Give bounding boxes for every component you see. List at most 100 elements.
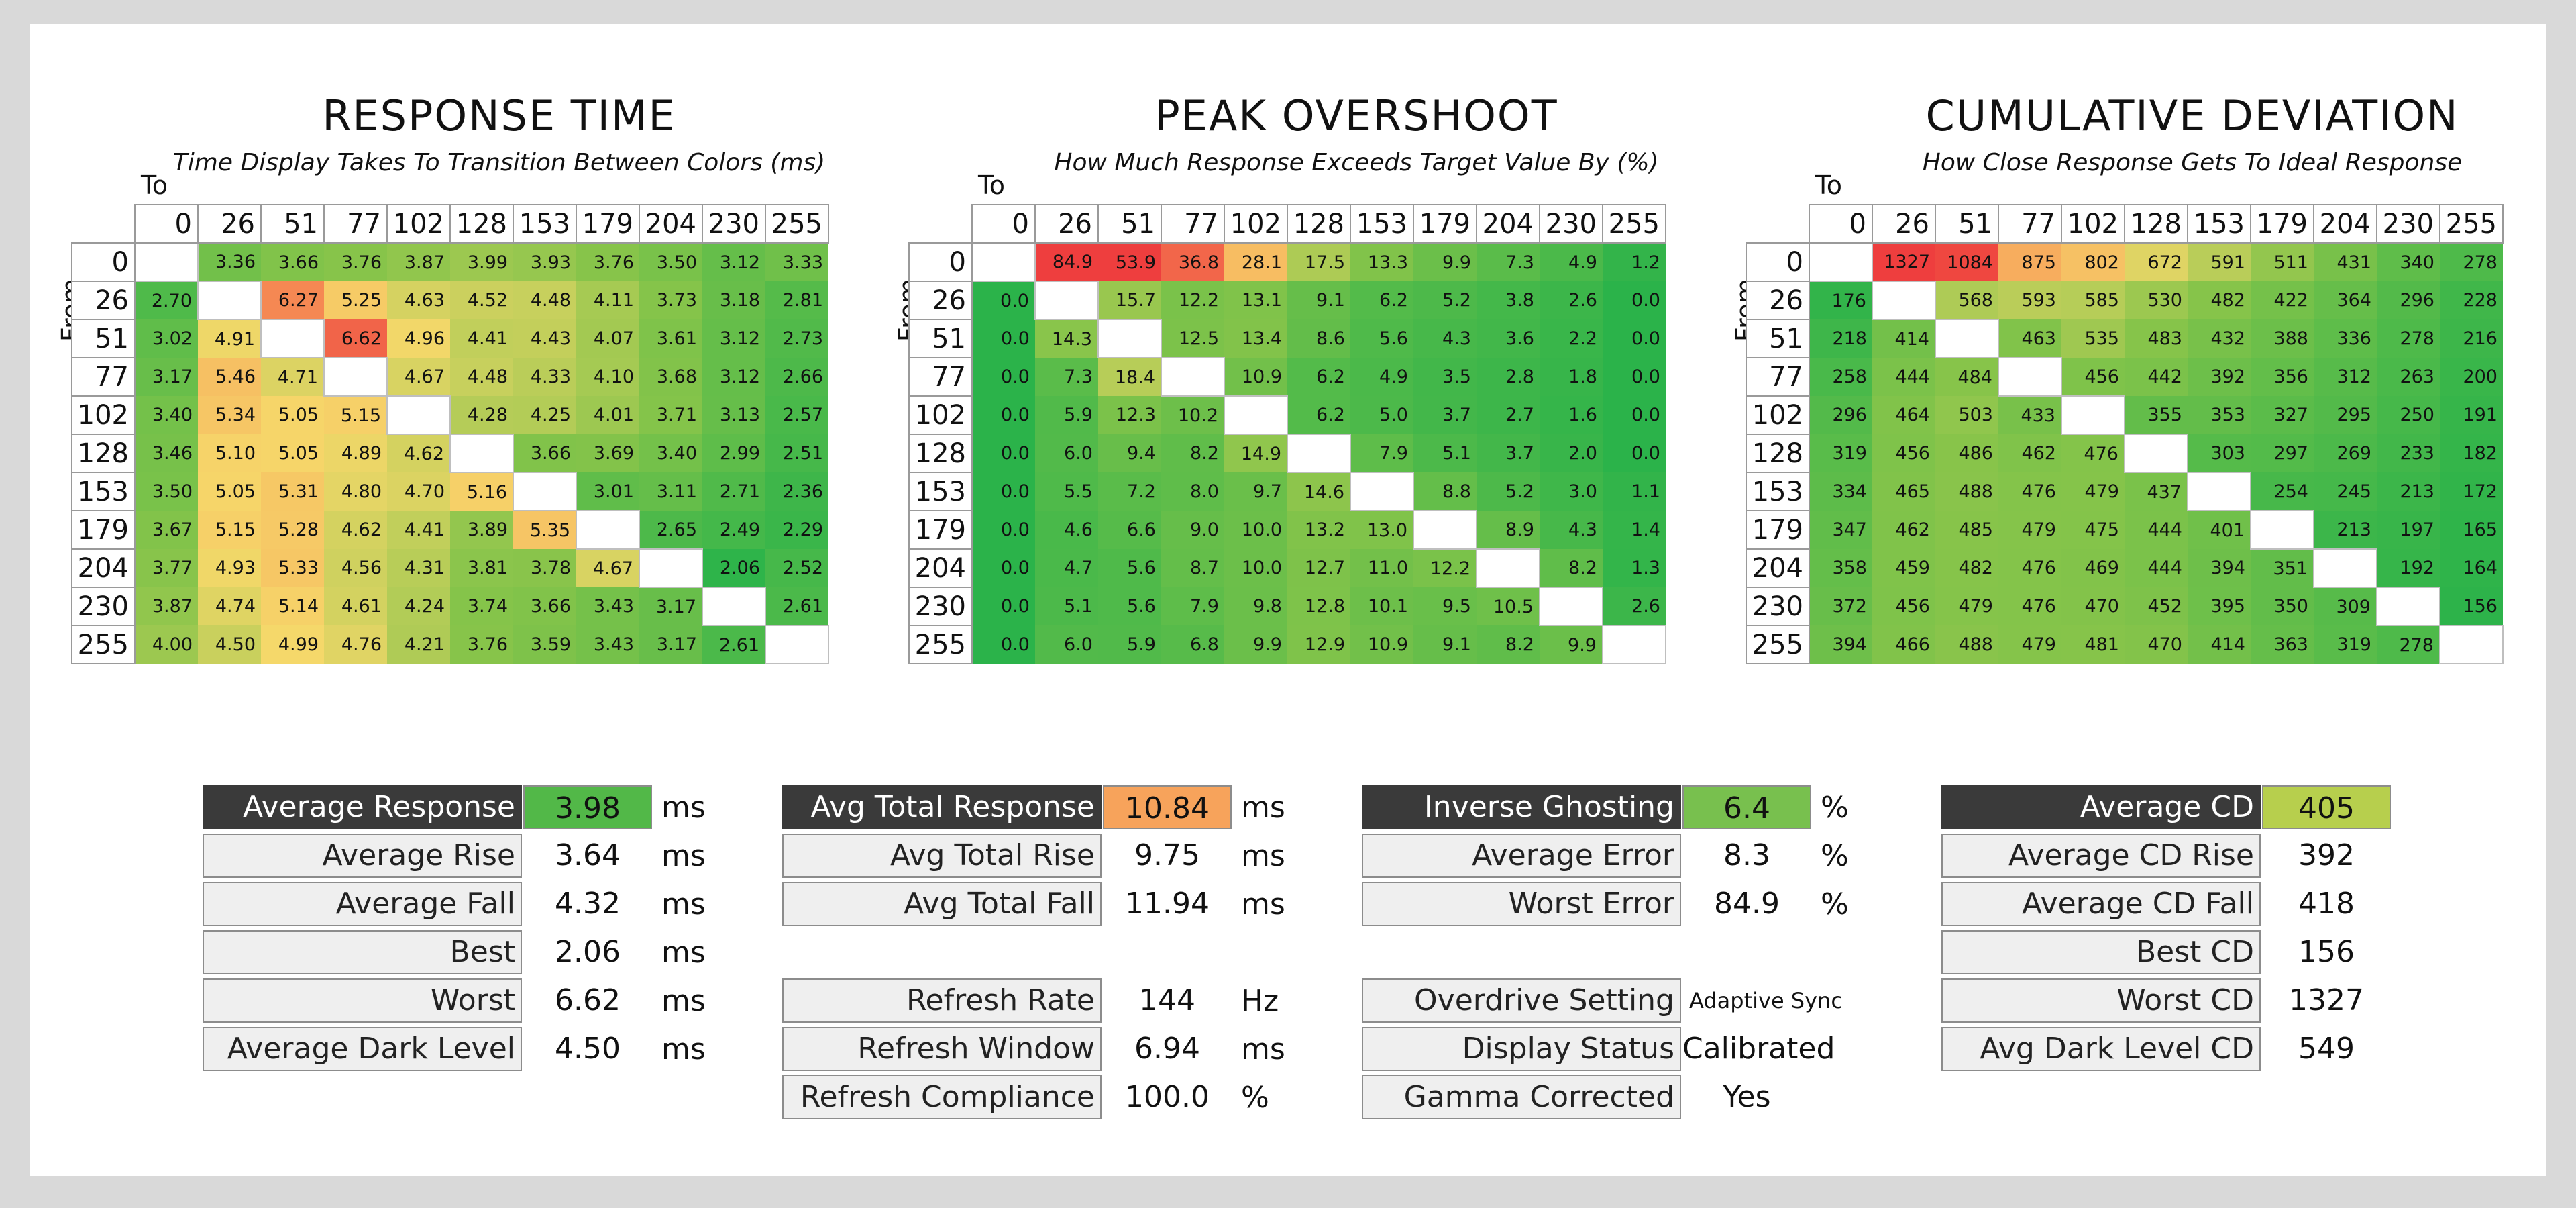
heatmap-cell: 2.6 [1540,281,1603,319]
heatmap-corner [72,205,135,243]
heatmap-cell: 164 [2440,549,2503,587]
heatmap-cell [1287,434,1351,473]
panel-title-response-time: RESPONSE TIME [322,91,676,140]
heatmap-cell: 452 [2125,587,2188,625]
stat-value: 3.98 [523,785,652,829]
heatmap-cell: 350 [2251,587,2314,625]
heatmap-cell: 4.70 [387,472,450,511]
heatmap-cell: 2.66 [765,358,828,396]
heatmap-cell: 358 [1809,549,1872,587]
stat-label: Gamma Corrected [1362,1075,1681,1119]
heatmap-cell: 2.7 [1477,396,1540,434]
axis-to-label: To [1815,170,1843,200]
to-header-255: 255 [765,204,829,244]
heatmap-cell: 8.2 [1477,625,1540,664]
heatmap-cell: 10.9 [1350,625,1413,664]
heatmap-cell [2376,587,2440,626]
heatmap-cell: 2.61 [702,625,765,664]
stat-unit: % [1821,838,1849,873]
heatmap-cell: 327 [2251,396,2314,434]
heatmap-cell: 459 [1872,549,1935,587]
stat-row: Avg Total Response 10.84 ms [782,785,1285,829]
heatmap-cell: 5.2 [1413,281,1477,319]
stat-value: 392 [2298,838,2355,872]
heatmap-cell [1602,625,1666,664]
stat-row: Best 2.06 ms [203,930,706,974]
heatmap-cell: 309 [2314,587,2377,625]
heatmap-cell: 5.05 [261,396,324,434]
heatmap-cell: 0.0 [972,511,1035,549]
stat-value: 10.84 [1103,785,1232,829]
stat-label: Avg Total Fall [782,882,1102,926]
to-header-204: 204 [1476,204,1540,244]
heatmap-cell: 6.6 [1098,511,1161,549]
heatmap-cell: 3.76 [450,625,513,664]
stat-unit: Hz [1241,983,1279,1018]
heatmap-cell: 8.2 [1161,434,1224,472]
heatmap-cell: 7.3 [1035,358,1098,396]
heatmap-cell: 36.8 [1161,243,1224,281]
stat-value: 549 [2298,1031,2355,1066]
heatmap-cell: 4.67 [576,549,639,587]
heatmap-cell: 2.71 [702,472,765,511]
stat-label: Overdrive Setting [1362,978,1681,1023]
heatmap-cell: 511 [2251,243,2314,281]
from-header-77: 77 [908,357,973,397]
heatmap-cell: 319 [2314,625,2377,664]
heatmap-cell: 1327 [1872,243,1935,281]
to-header-255: 255 [1602,204,1666,244]
heatmap-cell: 392 [2188,358,2251,396]
heatmap-corner [1746,205,1809,243]
heatmap-cell: 7.9 [1161,587,1224,625]
heatmap-cell: 3.40 [135,396,198,434]
heatmap-cell: 351 [2251,549,2314,587]
heatmap-cell: 479 [2061,472,2125,511]
heatmap-cell [1097,319,1162,358]
to-header-26: 26 [1034,204,1099,244]
from-header-26: 26 [1746,281,1810,320]
heatmap-cell: 2.29 [765,511,828,549]
stat-label: Average Dark Level [203,1027,522,1071]
from-header-230: 230 [908,587,973,626]
heatmap-cell: 5.25 [324,281,387,319]
heatmap-cell: 4.74 [198,587,261,625]
heatmap-cell [513,472,577,511]
heatmap-cell: 4.52 [450,281,513,319]
stat-unit: ms [661,838,706,873]
heatmap-cell: 9.9 [1224,625,1287,664]
from-header-255: 255 [71,625,136,664]
heatmap-cell: 254 [2251,472,2314,511]
stat-label: Average CD Rise [1941,834,2261,878]
heatmap-cell: 3.7 [1413,396,1477,434]
stat-row: Display Status Calibrated [1362,1027,1835,1071]
heatmap-cell: 4.00 [135,625,198,664]
heatmap-cell: 4.76 [324,625,387,664]
heatmap-cell: 156 [2440,587,2503,625]
stat-value: 418 [2298,887,2355,921]
heatmap-cell: 297 [2251,434,2314,472]
heatmap-cell: 7.2 [1098,472,1161,511]
heatmap-cell: 476 [2061,434,2125,472]
heatmap-cell: 1.8 [1540,358,1603,396]
heatmap-cell: 5.05 [261,434,324,472]
heatmap-cell: 437 [2125,472,2188,511]
heatmap-cell: 233 [2377,434,2440,472]
heatmap-cell: 10.0 [1224,549,1287,587]
heatmap-cell: 5.33 [261,549,324,587]
heatmap-cell: 2.81 [765,281,828,319]
to-header-102: 102 [2061,204,2125,244]
stat-unit: ms [1241,790,1285,825]
from-header-77: 77 [1746,357,1810,397]
heatmap-cell [260,319,325,358]
heatmap-cell: 4.67 [387,358,450,396]
to-header-153: 153 [2187,204,2251,244]
heatmap-cell: 12.8 [1287,587,1350,625]
heatmap-cell: 245 [2314,472,2377,511]
heatmap-cell: 484 [1935,358,1998,396]
heatmap-cell: 84.9 [1035,243,1098,281]
stat-row: Refresh Rate 144 Hz [782,978,1279,1023]
stat-value: 6.94 [1134,1031,1200,1066]
heatmap-cell: 10.2 [1161,396,1224,434]
heatmap-cell: 0.0 [972,358,1035,396]
heatmap-cell: 456 [1872,434,1935,472]
